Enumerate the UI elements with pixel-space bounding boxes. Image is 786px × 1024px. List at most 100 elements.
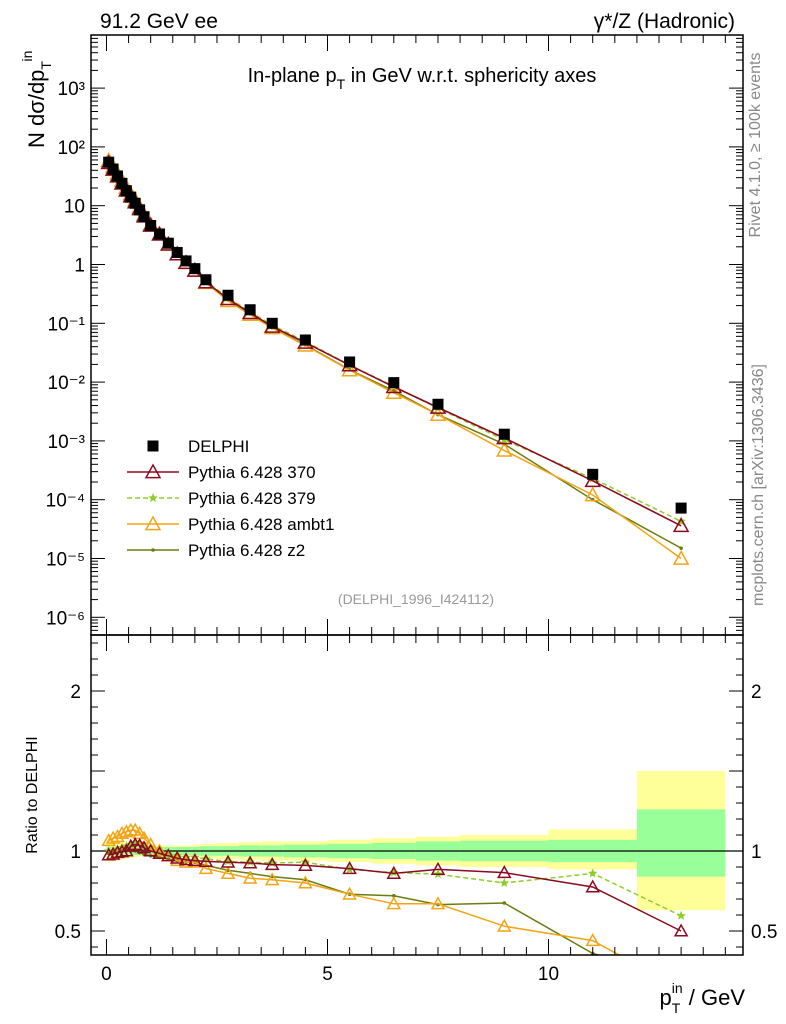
ratio-point-ambt1-18 xyxy=(264,872,280,886)
legend-item-data: DELPHI xyxy=(147,437,249,456)
ratio-uncertainty-bands xyxy=(106,771,726,911)
ratio-point-ambt1-4 xyxy=(119,824,134,838)
ratio-point-p370-12 xyxy=(169,850,185,864)
legend-label-p370: Pythia 6.428 370 xyxy=(188,463,316,482)
main-ytick-label-5: 10⁻¹ xyxy=(48,314,86,335)
ratio-ytick-label-right-0: 0.5 xyxy=(751,922,777,943)
ratio-point-p379-17 xyxy=(245,857,255,867)
ratio-point-p370-15 xyxy=(198,853,214,867)
main-ytick-label-2: 10⁻⁴ xyxy=(46,491,85,512)
point-data-8 xyxy=(138,211,150,223)
ratio-point-p379-10 xyxy=(154,847,165,857)
ratio-ytick-label-left-1: 1 xyxy=(70,842,81,863)
point-data-9 xyxy=(145,220,157,232)
main-ytick-label-9: 10³ xyxy=(58,79,85,100)
x-axis-label: pTin / GeV xyxy=(659,980,745,1016)
ratio-point-ambt1-10 xyxy=(152,843,167,857)
point-data-4 xyxy=(120,185,132,197)
ratio-point-p379-11 xyxy=(163,849,174,859)
ratio-point-ambt1-17 xyxy=(242,870,258,884)
point-p370-24 xyxy=(584,472,601,488)
ratio-point-p370-16 xyxy=(220,854,236,868)
ratio-point-z2-23 xyxy=(502,901,507,905)
ratio-point-ambt1-19 xyxy=(298,875,313,889)
point-data-25 xyxy=(675,502,687,514)
legend-label-data: DELPHI xyxy=(188,437,249,456)
point-ambt1-20 xyxy=(341,361,358,377)
ratio-point-p370-10 xyxy=(152,845,167,859)
point-data-12 xyxy=(171,246,183,258)
ratio-ytick-label-right-2: 2 xyxy=(751,682,762,703)
header-right: γ*/Z (Hadronic) xyxy=(594,10,735,33)
ratio-point-p370-2 xyxy=(110,845,125,859)
ratio-point-p370-23 xyxy=(497,865,512,879)
ratio-point-p370-8 xyxy=(136,840,152,854)
ratio-y-axis-label: Ratio to DELPHI xyxy=(24,736,41,853)
ratio-point-p370-9 xyxy=(143,843,158,857)
legend-label-ambt1: Pythia 6.428 ambt1 xyxy=(188,515,334,534)
legend-marker-ambt1 xyxy=(144,515,162,531)
main-ytick-label-8: 10² xyxy=(58,138,85,159)
point-z2-25 xyxy=(679,546,683,550)
ratio-point-p370-17 xyxy=(242,855,258,869)
point-ambt1-24 xyxy=(584,486,601,502)
point-data-1 xyxy=(107,163,119,175)
point-data-20 xyxy=(344,356,356,368)
legend-item-z2: Pythia 6.428 z2 xyxy=(127,541,305,560)
ratio-point-p370-0 xyxy=(101,847,116,861)
point-data-5 xyxy=(125,191,137,203)
legend-marker-z2 xyxy=(151,548,155,552)
analysis-tag: (DELPHI_1996_I424112) xyxy=(338,591,494,607)
xtick-label-0: 0 xyxy=(101,964,112,985)
main-ytick-label-7: 10 xyxy=(64,197,85,218)
ratio-point-p370-18 xyxy=(264,857,280,871)
point-data-23 xyxy=(498,428,510,440)
ratio-point-p379-8 xyxy=(139,841,149,851)
point-data-24 xyxy=(587,468,599,480)
xtick-label-2: 10 xyxy=(538,964,559,985)
ratio-point-p370-14 xyxy=(187,853,203,867)
ratio-point-ambt1-9 xyxy=(143,837,158,851)
main-ytick-label-4: 10⁻² xyxy=(48,373,86,394)
point-data-14 xyxy=(189,263,201,275)
ratio-point-p370-6 xyxy=(127,837,143,851)
ratio-point-ambt1-24 xyxy=(585,933,600,947)
ratio-point-p370-25 xyxy=(673,923,689,937)
ratio-point-p379-25 xyxy=(676,910,686,920)
ratio-point-p379-21 xyxy=(389,867,399,877)
mcplots-label: mcplots.cern.ch [arXiv:1306.3436] xyxy=(750,364,767,606)
ratio-point-p370-21 xyxy=(386,865,402,879)
point-data-16 xyxy=(222,289,234,301)
legend-marker-p379 xyxy=(148,493,158,502)
main-ytick-label-0: 10⁻⁶ xyxy=(46,608,85,629)
ratio-point-p379-24 xyxy=(588,868,598,878)
ratio-point-p370-20 xyxy=(342,861,357,875)
ratio-point-p370-11 xyxy=(161,848,176,862)
legend-marker-data xyxy=(147,440,159,452)
ratio-frame xyxy=(90,634,744,956)
ratio-point-p370-22 xyxy=(430,861,446,875)
point-ambt1-23 xyxy=(496,441,513,457)
ratio-point-p379-16 xyxy=(223,856,233,866)
ratio-plot-marks xyxy=(101,822,689,955)
point-data-10 xyxy=(154,228,166,240)
point-data-0 xyxy=(103,156,115,168)
point-ambt1-25 xyxy=(672,549,690,565)
ratio-point-ambt1-21 xyxy=(386,896,402,910)
ratio-point-ambt1-15 xyxy=(198,861,214,875)
point-data-7 xyxy=(134,204,146,216)
point-ambt1-22 xyxy=(429,406,447,421)
main-y-axis-label-prefix: N d xyxy=(24,114,49,148)
ratio-series-p370 xyxy=(101,837,689,937)
point-p370-25 xyxy=(672,517,690,533)
main-ytick-label-3: 10⁻³ xyxy=(48,432,86,453)
point-data-6 xyxy=(129,197,141,209)
point-data-3 xyxy=(116,177,128,189)
point-data-11 xyxy=(162,237,174,249)
main-ytick-label-6: 1 xyxy=(74,256,85,277)
legend-item-p370: Pythia 6.428 370 xyxy=(127,463,316,482)
point-data-19 xyxy=(299,334,311,346)
point-data-13 xyxy=(180,255,192,267)
point-data-17 xyxy=(244,304,256,316)
